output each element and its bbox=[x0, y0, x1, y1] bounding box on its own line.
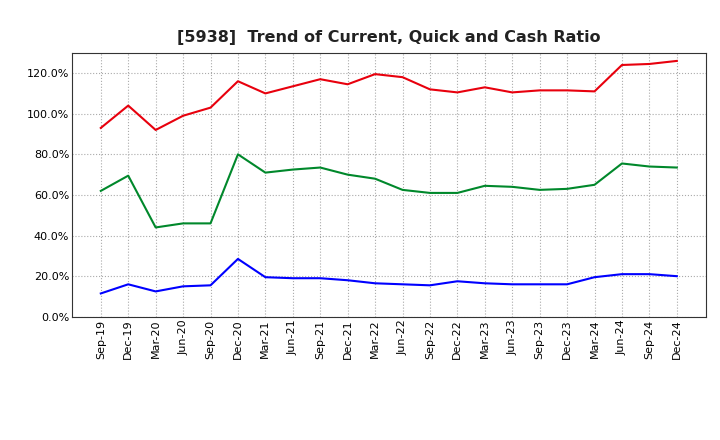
Quick Ratio bbox=[179, 221, 187, 226]
Current Ratio bbox=[261, 91, 270, 96]
Quick Ratio bbox=[645, 164, 654, 169]
Quick Ratio bbox=[261, 170, 270, 175]
Quick Ratio bbox=[398, 187, 407, 193]
Cash Ratio bbox=[536, 282, 544, 287]
Quick Ratio bbox=[206, 221, 215, 226]
Current Ratio bbox=[536, 88, 544, 93]
Quick Ratio bbox=[124, 173, 132, 178]
Quick Ratio bbox=[480, 183, 489, 188]
Cash Ratio bbox=[645, 271, 654, 277]
Cash Ratio bbox=[590, 275, 599, 280]
Cash Ratio bbox=[453, 279, 462, 284]
Cash Ratio bbox=[398, 282, 407, 287]
Current Ratio bbox=[618, 62, 626, 68]
Current Ratio bbox=[233, 79, 242, 84]
Current Ratio bbox=[426, 87, 434, 92]
Cash Ratio bbox=[233, 256, 242, 261]
Current Ratio bbox=[124, 103, 132, 108]
Current Ratio bbox=[206, 105, 215, 110]
Quick Ratio bbox=[426, 190, 434, 195]
Quick Ratio bbox=[316, 165, 325, 170]
Quick Ratio bbox=[563, 186, 572, 191]
Quick Ratio bbox=[371, 176, 379, 181]
Current Ratio bbox=[151, 127, 160, 132]
Quick Ratio bbox=[618, 161, 626, 166]
Cash Ratio bbox=[96, 291, 105, 296]
Cash Ratio bbox=[343, 278, 352, 283]
Quick Ratio bbox=[508, 184, 516, 190]
Current Ratio bbox=[480, 84, 489, 90]
Quick Ratio bbox=[672, 165, 681, 170]
Cash Ratio bbox=[261, 275, 270, 280]
Current Ratio bbox=[645, 61, 654, 66]
Current Ratio bbox=[371, 71, 379, 77]
Cash Ratio bbox=[124, 282, 132, 287]
Current Ratio bbox=[563, 88, 572, 93]
Line: Current Ratio: Current Ratio bbox=[101, 61, 677, 130]
Current Ratio bbox=[289, 84, 297, 89]
Quick Ratio bbox=[233, 152, 242, 157]
Cash Ratio bbox=[480, 281, 489, 286]
Cash Ratio bbox=[206, 282, 215, 288]
Cash Ratio bbox=[179, 284, 187, 289]
Current Ratio bbox=[672, 58, 681, 63]
Cash Ratio bbox=[371, 281, 379, 286]
Cash Ratio bbox=[289, 275, 297, 281]
Current Ratio bbox=[508, 90, 516, 95]
Current Ratio bbox=[179, 113, 187, 118]
Current Ratio bbox=[343, 82, 352, 87]
Cash Ratio bbox=[508, 282, 516, 287]
Title: [5938]  Trend of Current, Quick and Cash Ratio: [5938] Trend of Current, Quick and Cash … bbox=[177, 29, 600, 45]
Cash Ratio bbox=[426, 282, 434, 288]
Quick Ratio bbox=[536, 187, 544, 193]
Current Ratio bbox=[453, 90, 462, 95]
Quick Ratio bbox=[590, 182, 599, 187]
Quick Ratio bbox=[151, 225, 160, 230]
Quick Ratio bbox=[289, 167, 297, 172]
Quick Ratio bbox=[453, 190, 462, 195]
Current Ratio bbox=[590, 89, 599, 94]
Cash Ratio bbox=[316, 275, 325, 281]
Quick Ratio bbox=[343, 172, 352, 177]
Current Ratio bbox=[316, 77, 325, 82]
Current Ratio bbox=[96, 125, 105, 131]
Cash Ratio bbox=[151, 289, 160, 294]
Line: Quick Ratio: Quick Ratio bbox=[101, 154, 677, 227]
Line: Cash Ratio: Cash Ratio bbox=[101, 259, 677, 293]
Current Ratio bbox=[398, 74, 407, 80]
Cash Ratio bbox=[672, 274, 681, 279]
Cash Ratio bbox=[618, 271, 626, 277]
Quick Ratio bbox=[96, 188, 105, 194]
Cash Ratio bbox=[563, 282, 572, 287]
